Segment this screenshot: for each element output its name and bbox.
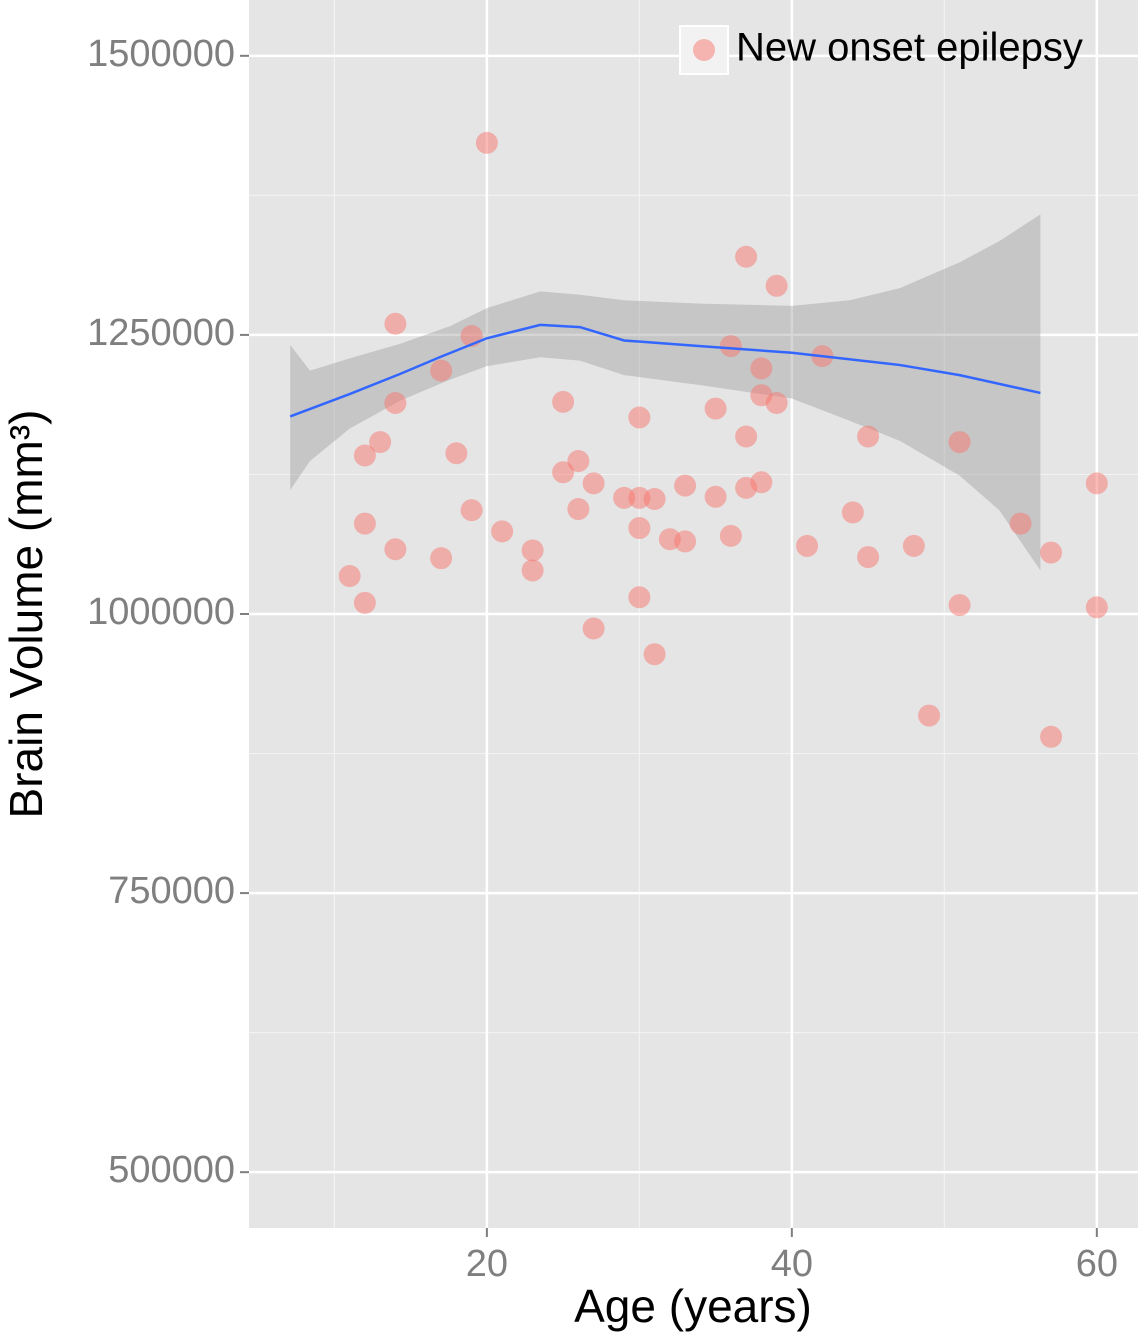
point <box>704 485 727 508</box>
point <box>475 131 498 154</box>
point <box>918 704 941 727</box>
point <box>643 643 666 666</box>
point <box>735 476 758 499</box>
point <box>628 586 651 609</box>
confidence-band <box>290 214 1041 571</box>
point <box>552 390 575 413</box>
point <box>1040 725 1063 748</box>
point <box>719 524 742 547</box>
point <box>796 534 819 557</box>
x-axis-title: Age (years) <box>574 1280 812 1332</box>
legend-label: New onset epilepsy <box>736 26 1083 70</box>
point <box>1085 472 1108 495</box>
point <box>430 359 453 382</box>
point <box>704 397 727 420</box>
point <box>628 406 651 429</box>
point <box>460 499 483 522</box>
point <box>841 501 864 524</box>
point <box>750 357 773 380</box>
point <box>1009 512 1032 535</box>
point <box>719 335 742 358</box>
x-tick-label: 60 <box>1076 1243 1118 1285</box>
point <box>628 517 651 540</box>
x-tick-label: 40 <box>771 1243 813 1285</box>
point <box>430 547 453 570</box>
point <box>521 539 544 562</box>
y-tick-label: 1500000 <box>87 33 235 75</box>
point <box>567 450 590 473</box>
point <box>353 444 376 467</box>
point <box>445 442 468 465</box>
x-tick-label: 20 <box>466 1243 508 1285</box>
point <box>765 392 788 415</box>
point <box>643 488 666 511</box>
point <box>948 431 971 454</box>
point <box>353 512 376 535</box>
point <box>1085 596 1108 619</box>
y-tick-label: 1250000 <box>87 312 235 354</box>
point <box>491 520 514 543</box>
point <box>857 425 880 448</box>
point <box>582 617 605 640</box>
smooth-line <box>289 323 1041 418</box>
point <box>384 392 407 415</box>
point <box>735 425 758 448</box>
legend-dot <box>693 39 715 61</box>
y-axis-title: Brain Volume (mm³) <box>0 410 52 819</box>
point <box>384 312 407 335</box>
y-tick-label: 500000 <box>108 1149 235 1191</box>
point <box>735 245 758 268</box>
point <box>582 472 605 495</box>
point <box>674 530 697 553</box>
point <box>369 431 392 454</box>
point <box>567 498 590 521</box>
point <box>857 546 880 569</box>
point <box>1040 541 1063 564</box>
point <box>765 274 788 297</box>
y-tick-label: 750000 <box>108 870 235 912</box>
point <box>902 534 925 557</box>
y-tick-label: 1000000 <box>87 591 235 633</box>
point <box>552 461 575 484</box>
point <box>338 565 361 588</box>
point <box>384 538 407 561</box>
point <box>613 486 636 509</box>
point <box>353 591 376 614</box>
point <box>674 474 697 497</box>
point <box>521 559 544 582</box>
point <box>948 594 971 617</box>
